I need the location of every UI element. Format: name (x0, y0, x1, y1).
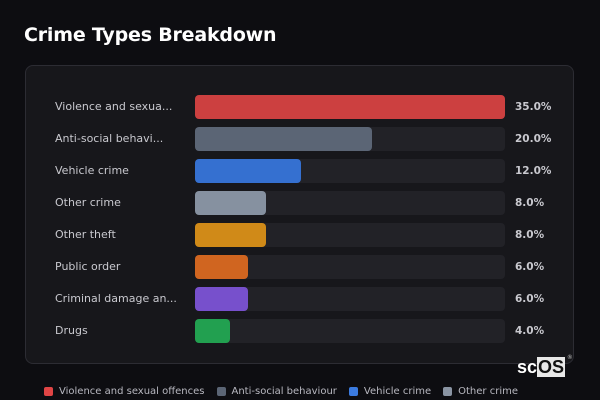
legend-swatch-icon (216, 387, 226, 396)
bar-fill[interactable] (195, 191, 266, 215)
legend-label: Other crime (458, 386, 518, 397)
chart-legend: Violence and sexual offences Anti-social … (44, 386, 518, 397)
bar-value: 20.0% (515, 133, 552, 145)
legend-swatch-icon (443, 387, 453, 396)
page-title: Crime Types Breakdown (24, 24, 277, 46)
logo-text-left: sc (517, 357, 538, 377)
bar-value: 8.0% (515, 197, 545, 209)
bar-track (195, 95, 505, 119)
legend-item[interactable]: Violence and sexual offences (44, 386, 205, 397)
bar-track (195, 127, 505, 151)
chart-panel: Violence and sexua... 35.0% Anti-social be… (25, 65, 574, 364)
bar-value: 8.0% (515, 229, 545, 241)
bar-label: Other crime (55, 196, 121, 209)
bar-track (195, 159, 505, 183)
bar-label: Public order (55, 260, 121, 273)
bar-value: 6.0% (515, 261, 545, 273)
legend-swatch-icon (44, 387, 53, 396)
legend-label: Violence and sexual offences (59, 386, 205, 397)
bar-track (195, 191, 505, 215)
bar-row: Drugs 4.0% (26, 319, 575, 343)
bar-label: Other theft (55, 228, 116, 241)
bar-row: Criminal damage an... 6.0% (26, 287, 575, 311)
bar-track (195, 255, 505, 279)
bar-value: 4.0% (515, 325, 545, 337)
bar-track (195, 223, 505, 247)
legend-label: Anti-social behaviour (231, 386, 337, 397)
bar-row: Vehicle crime 12.0% (26, 159, 575, 183)
bar-label: Criminal damage an... (55, 292, 177, 305)
legend-swatch-icon (348, 387, 358, 396)
logo-text-right: OS (537, 357, 566, 377)
bar-value: 35.0% (515, 101, 552, 113)
registered-mark: ® (567, 355, 573, 361)
bar-row: Anti-social behavi... 20.0% (26, 127, 575, 151)
bar-fill[interactable] (195, 287, 249, 311)
bar-track (195, 319, 505, 343)
bar-fill[interactable] (195, 255, 249, 279)
bar-row: Public order 6.0% (26, 255, 575, 279)
bar-label: Vehicle crime (55, 164, 129, 177)
bar-label: Anti-social behavi... (55, 132, 164, 145)
bar-fill[interactable] (195, 127, 373, 151)
bar-row: Other theft 8.0% (26, 223, 575, 247)
bar-fill[interactable] (195, 95, 505, 119)
bar-fill[interactable] (195, 223, 266, 247)
bar-value: 12.0% (515, 165, 552, 177)
bar-label: Drugs (55, 324, 88, 337)
legend-item[interactable]: Vehicle crime (348, 386, 432, 397)
bar-label: Violence and sexua... (55, 100, 173, 113)
bar-track (195, 287, 505, 311)
bar-row: Other crime 8.0% (26, 191, 575, 215)
bar-fill[interactable] (195, 319, 231, 343)
legend-item[interactable]: Anti-social behaviour (216, 386, 337, 397)
legend-label: Vehicle crime (363, 386, 432, 397)
bar-row: Violence and sexua... 35.0% (26, 95, 575, 119)
bar-value: 6.0% (515, 293, 545, 305)
bar-fill[interactable] (195, 159, 302, 183)
scos-logo: scOS ® (517, 355, 572, 378)
legend-item[interactable]: Other crime (443, 386, 518, 397)
